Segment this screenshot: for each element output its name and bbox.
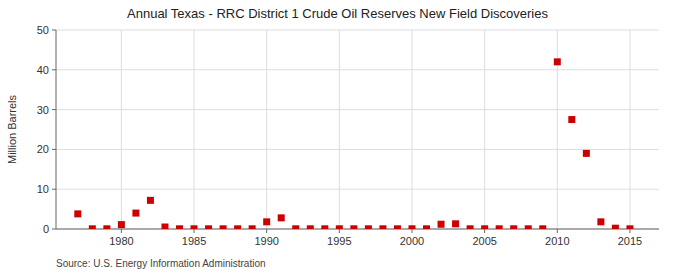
- point: [408, 225, 415, 229]
- ticks: 1980 1985 1990 1995 2000 2005 2010 2015 0 10 20 30 4…: [37, 24, 642, 247]
- point: [510, 225, 517, 229]
- point: [626, 225, 633, 229]
- y-axis-label: Million Barrels: [6, 94, 18, 164]
- x-tick-label: 1995: [327, 235, 351, 247]
- x-tick: [121, 229, 122, 233]
- point: [452, 220, 459, 227]
- y-tick: [52, 229, 56, 230]
- point: [481, 225, 488, 229]
- point: [191, 225, 198, 229]
- grid: [56, 30, 659, 229]
- grid-line-x: [339, 30, 340, 229]
- point: [249, 225, 256, 229]
- x-tick-label: 2000: [400, 235, 424, 247]
- point: [423, 225, 430, 229]
- x-tick: [484, 229, 485, 233]
- y-tick-label: 30: [37, 104, 49, 116]
- x-tick-label: 1980: [109, 235, 133, 247]
- point: [597, 218, 604, 225]
- point: [539, 225, 546, 229]
- y-tick: [52, 30, 56, 31]
- point: [554, 58, 561, 65]
- point: [176, 225, 183, 229]
- points: [74, 58, 633, 229]
- grid-line-y: [56, 149, 659, 150]
- x-tick-label: 2010: [545, 235, 569, 247]
- source-note: Source: U.S. Energy Information Administ…: [56, 258, 266, 269]
- point: [147, 197, 154, 204]
- point: [118, 221, 125, 228]
- point: [161, 224, 168, 229]
- point: [568, 116, 575, 123]
- x-axis-line: [56, 229, 659, 230]
- chart: 1980 1985 1990 1995 2000 2005 2010 2015 0 10 20 30 4…: [0, 0, 675, 275]
- point: [205, 225, 212, 229]
- y-tick: [52, 189, 56, 190]
- point: [234, 225, 241, 229]
- x-tick: [266, 229, 267, 233]
- x-tick-label: 1990: [254, 235, 278, 247]
- point: [350, 225, 357, 229]
- point: [438, 221, 445, 228]
- y-tick-label: 0: [43, 223, 49, 235]
- point: [278, 214, 285, 221]
- point: [74, 210, 81, 217]
- point: [321, 225, 328, 229]
- y-tick-label: 10: [37, 183, 49, 195]
- point: [307, 225, 314, 229]
- grid-line-x: [194, 30, 195, 229]
- y-tick-label: 50: [37, 24, 49, 36]
- point: [612, 225, 619, 229]
- point: [525, 225, 532, 229]
- grid-line-y: [56, 189, 659, 190]
- y-tick: [52, 109, 56, 110]
- y-tick-label: 20: [37, 143, 49, 155]
- x-tick: [411, 229, 412, 233]
- grid-line-y: [56, 109, 659, 110]
- grid-line-y: [56, 229, 659, 230]
- x-tick: [557, 229, 558, 233]
- x-tick: [629, 229, 630, 233]
- x-tick: [339, 229, 340, 233]
- x-tick-label: 2005: [472, 235, 496, 247]
- grid-line-x: [629, 30, 630, 229]
- x-tick-label: 1985: [182, 235, 206, 247]
- grid-line-x: [121, 30, 122, 229]
- point: [379, 225, 386, 229]
- x-tick: [194, 229, 195, 233]
- y-tick: [52, 149, 56, 150]
- grid-line-y: [56, 30, 659, 31]
- x-tick-label: 2015: [618, 235, 642, 247]
- grid-line-x: [266, 30, 267, 229]
- point: [103, 225, 110, 229]
- title: Annual Texas - RRC District 1 Crude Oil …: [127, 6, 548, 21]
- y-axis-line: [56, 30, 57, 229]
- point: [292, 225, 299, 229]
- point: [467, 225, 474, 229]
- point: [336, 225, 343, 229]
- grid-line-x: [411, 30, 412, 229]
- point: [132, 210, 139, 217]
- point: [496, 225, 503, 229]
- point: [220, 225, 227, 229]
- grid-line-y: [56, 69, 659, 70]
- grid-line-x: [484, 30, 485, 229]
- point: [583, 150, 590, 157]
- point: [89, 225, 96, 229]
- point: [394, 225, 401, 229]
- y-tick-label: 40: [37, 64, 49, 76]
- y-tick: [52, 69, 56, 70]
- point: [263, 218, 270, 225]
- point: [365, 225, 372, 229]
